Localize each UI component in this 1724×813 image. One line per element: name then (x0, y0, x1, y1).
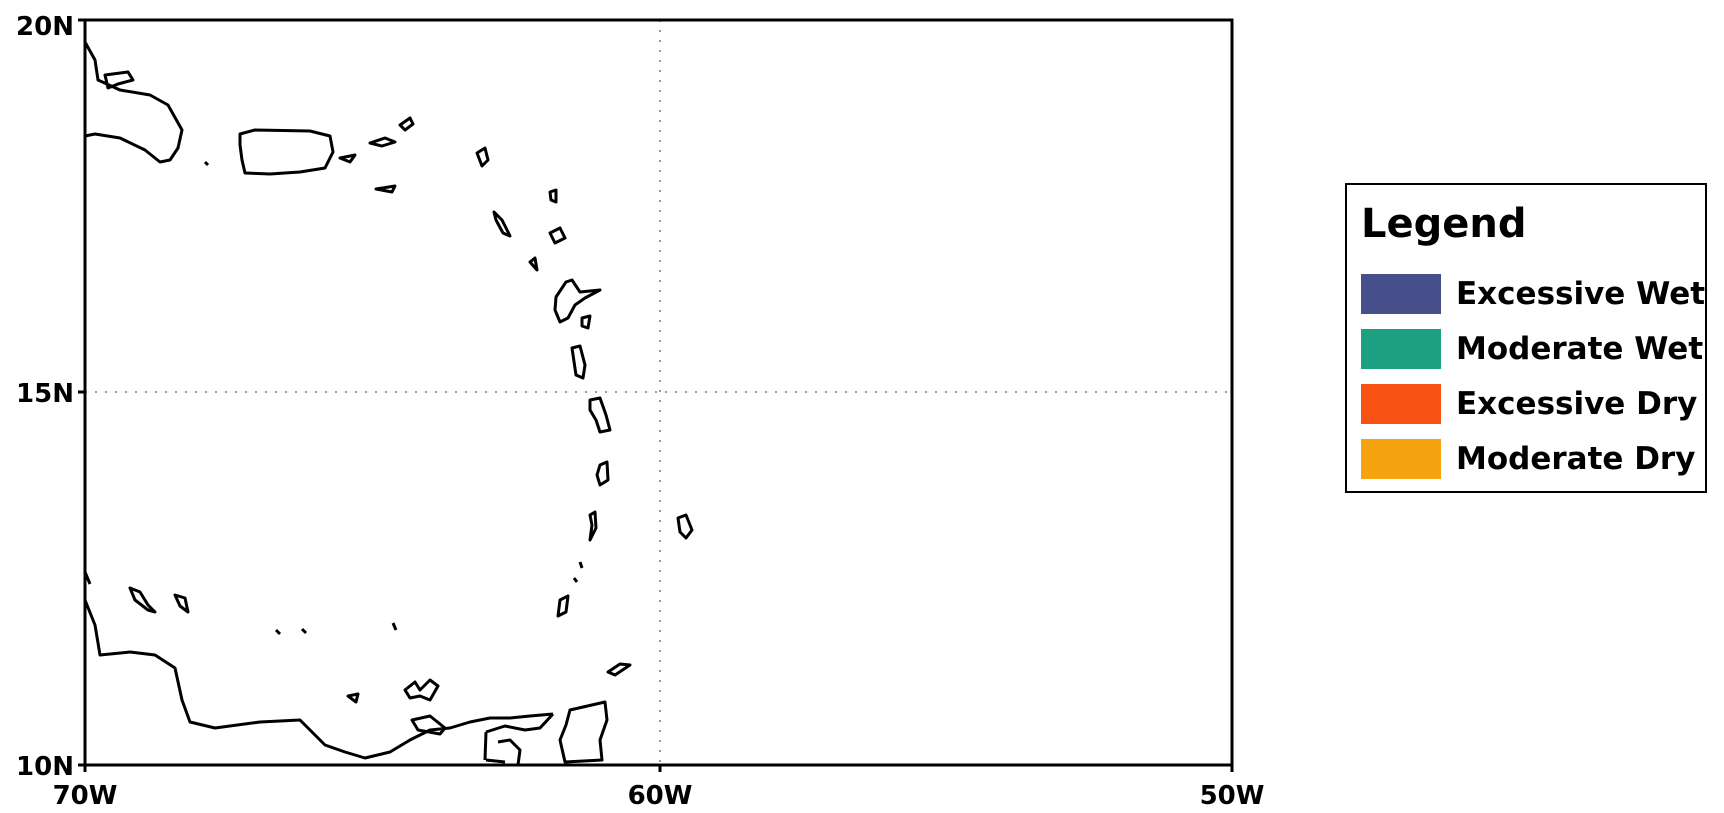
legend-title: Legend (1361, 201, 1527, 247)
lat-label-15n: 15N (16, 379, 74, 409)
legend-label: Moderate Wet (1456, 331, 1704, 367)
coastline-islet (346, 692, 360, 704)
coastline-islet (203, 160, 210, 167)
legend-item-excessive-dry: Excessive Dry (1361, 384, 1701, 426)
lon-label-70w: 70W (53, 781, 118, 811)
legend-label: Excessive Wet (1456, 276, 1706, 312)
coastline-paria (485, 712, 555, 734)
coastline-islet (103, 70, 135, 90)
coastline-islet (528, 256, 539, 272)
coastline-islet (548, 188, 558, 204)
lon-label-60w: 60W (628, 781, 693, 811)
legend-label: Excessive Dry (1456, 386, 1698, 422)
coastline-guadeloupe (553, 278, 602, 324)
coastline-trinidad (558, 700, 609, 764)
coastline-islet (492, 210, 512, 238)
coastline-curacao (173, 593, 190, 614)
coastline-hispaniola (83, 41, 184, 164)
coastline-martinique (588, 396, 612, 434)
coastline-islet (572, 577, 579, 583)
coastline-south-america (83, 599, 554, 760)
coastline-st-vincent (588, 510, 598, 542)
coastline-aruba (128, 586, 157, 614)
coastline-islet (475, 146, 490, 168)
legend-swatch (1361, 439, 1441, 479)
legend-label: Moderate Dry (1456, 441, 1696, 477)
legend-swatch (1361, 384, 1441, 424)
coastline-dominica (570, 344, 587, 380)
coastlines (83, 41, 694, 766)
legend: Legend Excessive Wet Moderate Wet Excess… (1345, 183, 1707, 493)
coastline-islet (368, 136, 397, 148)
coastline-tobago (606, 662, 632, 677)
coastline-islet (374, 184, 397, 194)
coastline-islet (391, 622, 398, 631)
legend-item-moderate-wet: Moderate Wet (1361, 329, 1704, 371)
coastline-barbados (676, 513, 694, 540)
coastline-st-lucia (595, 460, 610, 487)
coastline-margarita (403, 678, 440, 702)
coastline-islet (578, 561, 584, 569)
legend-item-moderate-dry: Moderate Dry (1361, 439, 1701, 481)
coastline-puerto-rico (238, 128, 335, 176)
coastline-islet (398, 116, 415, 132)
coastline-islet (300, 627, 308, 635)
legend-swatch (1361, 329, 1441, 369)
coastline-orinoco-delta (483, 731, 522, 766)
legend-swatch (1361, 274, 1441, 314)
coastline-islet (338, 153, 357, 164)
legend-item-excessive-wet: Excessive Wet (1361, 274, 1705, 316)
map-frame (83, 18, 1234, 767)
coastline-antigua (548, 226, 567, 245)
coastline-grenada (556, 594, 570, 618)
lon-label-50w: 50W (1200, 781, 1265, 811)
lat-label-10n: 10N (16, 752, 74, 782)
coastline-islet (580, 314, 592, 330)
lat-label-20n: 20N (16, 12, 74, 42)
coastline-islet (274, 628, 282, 636)
coastline-islet (410, 714, 447, 736)
